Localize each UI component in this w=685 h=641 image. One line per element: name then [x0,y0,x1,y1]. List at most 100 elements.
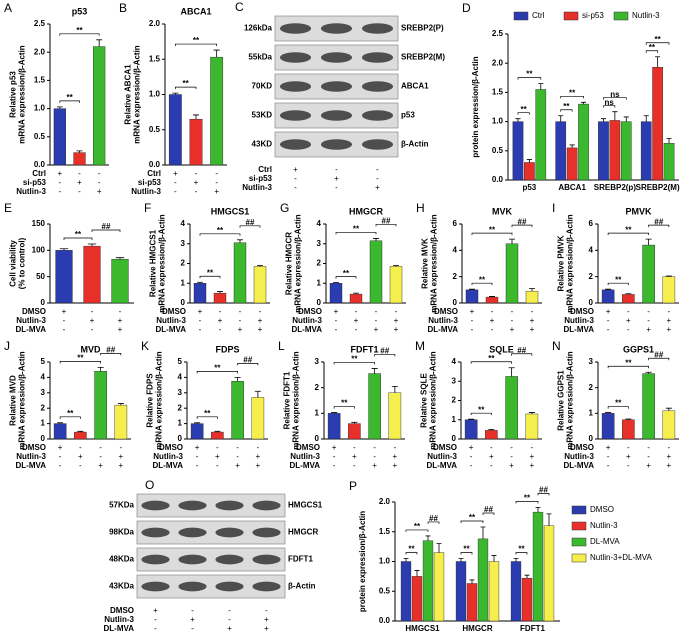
condition-sign: + [77,178,82,187]
significance-label: ** [183,79,190,88]
condition-sign: - [376,165,379,174]
significance-label: ## [654,217,663,226]
y-tick-label: 3 [41,388,46,397]
blot-band [215,500,244,511]
bar [505,376,518,440]
significance-bracket [196,416,218,419]
error-bar [76,150,83,153]
significance-label: ** [625,358,632,367]
bar [348,423,361,440]
bar [211,431,224,440]
y-tick-label: 2.0 [379,497,391,506]
bar [455,561,467,622]
y-tick-label: 4 [181,219,186,228]
x-tick-label: SREBP2(M) [636,183,680,192]
blot-band [320,52,353,63]
y-tick-label: 0 [41,434,46,443]
error-bar [513,558,519,562]
band-name: HMGCS1 [288,501,323,510]
band-size: 48KDa [109,555,134,564]
bar [543,525,555,622]
blot-band [252,554,281,565]
panel-letter: G [280,201,289,215]
significance-bracket [511,224,533,228]
condition-sign: - [119,307,122,316]
bar [93,46,106,166]
bar [662,410,676,440]
error-bar [192,114,200,120]
error-bar [117,403,124,406]
blot-band [361,139,394,150]
significance-label: ** [67,409,74,418]
condition-name: Nutlin-3 [153,452,183,461]
significance-bracket [199,233,241,236]
condition-sign: + [372,461,377,470]
error-bar [97,366,104,372]
y-axis-label: Cell viability [9,240,18,287]
condition-sign: + [58,443,63,452]
significance-label: ## [654,350,663,359]
panel-letter: N [552,339,561,353]
condition-sign: + [214,187,219,196]
condition-sign: - [294,183,297,192]
legend-swatch [571,505,587,515]
condition-sign: - [216,443,219,452]
error-bar [96,39,103,47]
error-bar [197,281,203,284]
condition-sign: + [510,325,515,334]
condition-sign: + [118,316,123,325]
condition-sign: - [196,461,199,470]
significance-bracket [239,225,261,228]
condition-sign: + [354,316,359,325]
y-tick-label: 2 [181,259,186,268]
y-tick-label: 1.0 [492,117,504,126]
condition-sign: - [335,325,338,334]
condition-sign: + [238,325,243,334]
blot-band [279,139,312,150]
condition-sign: - [647,307,650,316]
panel-title: HMGCR [349,206,383,216]
y-tick-label: 1 [589,408,594,417]
error-bar [351,421,358,424]
condition-sign: + [667,461,672,470]
condition-sign: - [647,316,650,325]
condition-sign: - [98,169,101,178]
y-axis-label: (% to control) [18,237,27,289]
significance-bracket [471,282,493,286]
error-bar [371,368,378,374]
y-tick-label: 1.0 [34,104,46,113]
y-axis-label: Relative p53 [9,71,18,118]
y-tick-label: 1 [317,278,322,287]
significance-label: ## [102,222,111,231]
bar [510,561,522,622]
y-tick-label: 0 [181,298,186,307]
condition-sign: - [59,461,62,470]
y-tick-label: 0.5 [492,146,504,155]
bar [111,259,129,304]
significance-bracket [199,275,221,279]
band-size: 53KD [252,111,273,120]
error-bar [625,418,632,420]
condition-name: Nutlin-3 [242,183,272,192]
condition-sign: - [373,452,376,461]
condition-name: Nutlin-3 [131,187,161,196]
bar [411,576,423,622]
condition-sign: + [374,325,379,334]
condition-name: DMSO [298,307,322,316]
error-bar [491,555,497,562]
error-bar [580,101,587,105]
condition-sign: + [235,461,240,470]
panel-letter: C [235,0,244,14]
legend-label: DL-MVA [590,537,620,546]
error-bar [414,570,420,577]
condition-sign: - [647,452,650,461]
condition-sign: - [531,307,534,316]
y-tick-label: 4 [452,357,457,366]
y-tick-label: 2 [453,272,458,281]
significance-bracket [560,109,573,112]
bar [485,430,498,440]
y-tick-label: 1 [181,278,186,287]
panel-title: SQLE [489,344,514,354]
condition-name: DL-MVA [103,624,134,633]
significance-label: ** [649,43,656,52]
